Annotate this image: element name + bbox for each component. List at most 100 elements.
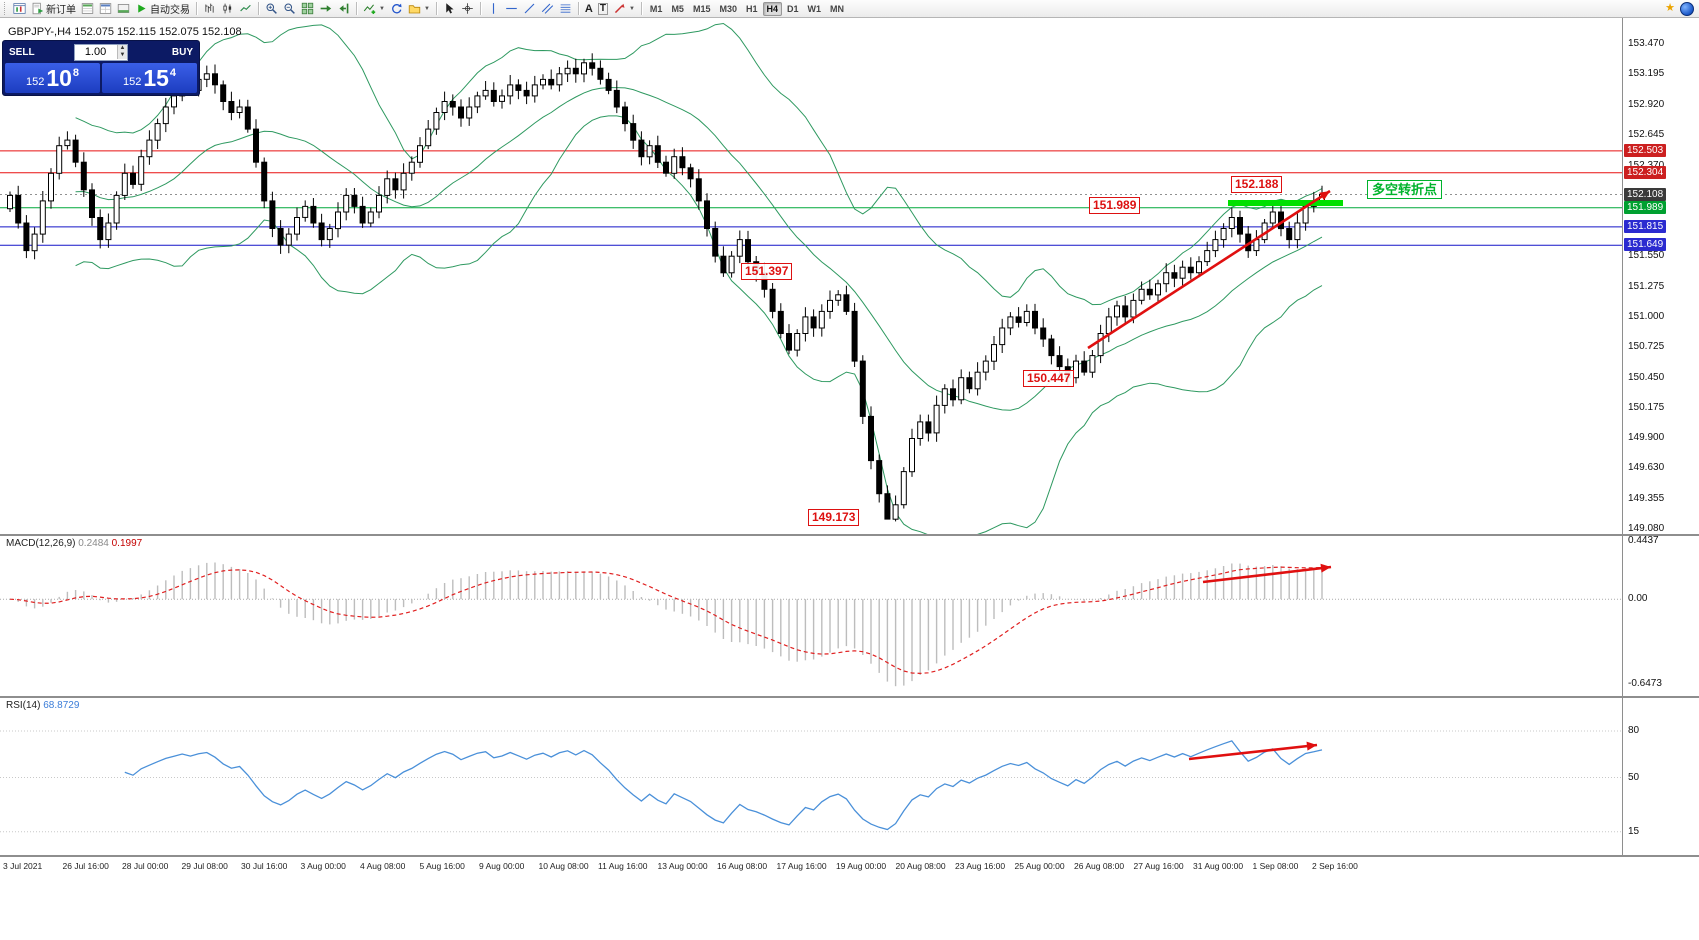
price-scale-label: 149.900 <box>1628 432 1665 443</box>
time-axis-label: 10 Aug 08:00 <box>538 861 589 871</box>
tile-windows-button[interactable] <box>299 1 316 17</box>
refresh-button[interactable] <box>388 1 405 17</box>
sell-price-pips: 10 <box>46 65 72 91</box>
templates-folder-icon <box>408 5 421 14</box>
text-tool-button[interactable]: A <box>583 1 595 17</box>
horizontal-line-tool-button[interactable] <box>503 1 520 17</box>
rsi-scale-label: 15 <box>1628 826 1640 837</box>
zoom-out-button[interactable] <box>281 1 298 17</box>
price-scale-badge: 152.304 <box>1624 166 1667 179</box>
price-annotation[interactable]: 152.188 <box>1231 176 1283 193</box>
text-tool-icon: A <box>584 2 593 15</box>
timeframe-H1[interactable]: H1 <box>745 3 758 14</box>
trendline-tool-button[interactable] <box>521 1 538 17</box>
auto-scroll-button[interactable] <box>317 1 334 17</box>
equidistant-channel-icon <box>541 3 554 14</box>
cursor-button[interactable] <box>441 1 458 17</box>
price-annotation[interactable]: 151.397 <box>741 263 793 280</box>
rsi-indicator-canvas[interactable] <box>0 697 1622 855</box>
price-annotation[interactable]: 151.989 <box>1089 197 1141 214</box>
time-axis-label: 25 Aug 00:00 <box>1014 861 1065 871</box>
candlestick-mode-button[interactable] <box>219 1 236 17</box>
price-scale-label: 152.370 <box>1628 160 1664 171</box>
vertical-line-tool-button[interactable] <box>485 1 502 17</box>
time-axis-label: 9 Aug 00:00 <box>479 861 525 871</box>
timeframe-M5[interactable]: M5 <box>671 3 684 14</box>
bar-chart-mode-button[interactable] <box>201 1 218 17</box>
line-chart-mode-button[interactable] <box>237 1 254 17</box>
channel-tool-button[interactable] <box>539 1 556 17</box>
timeframe-MN[interactable]: MN <box>830 3 845 14</box>
arrows-dropdown-caret[interactable]: ▼ <box>628 5 635 12</box>
toolbar-separator <box>258 2 259 15</box>
chart-area: GBPJPY-,H4 152.075 152.115 152.075 152.1… <box>0 18 1699 940</box>
panel-separator[interactable] <box>0 534 1699 536</box>
timeframe-H4[interactable]: H4 <box>762 1 783 16</box>
label-tool-button[interactable]: T <box>596 1 610 17</box>
macd-name: MACD(12,26,9) <box>6 538 76 549</box>
fibonacci-tool-button[interactable] <box>557 1 574 17</box>
macd-scale-label: 0.00 <box>1628 593 1648 604</box>
chart-shift-button[interactable] <box>335 1 352 17</box>
macd-indicator-canvas[interactable] <box>0 535 1622 697</box>
time-axis-label: 28 Jul 00:00 <box>122 861 169 871</box>
new-order-button[interactable]: 新订单 <box>29 1 78 17</box>
price-scale[interactable]: 153.470 153.195 152.920 152.645 152.370 151.5… <box>1623 18 1699 878</box>
price-annotation[interactable]: 150.447 <box>1023 370 1075 387</box>
mql5-sphere-icon <box>1680 1 1694 16</box>
terminal-button[interactable] <box>115 1 132 17</box>
price-scale-badge: 151.989 <box>1624 201 1667 214</box>
price-scale-label: 150.725 <box>1628 341 1665 352</box>
turning-point-note[interactable]: 多空转折点 <box>1367 180 1443 199</box>
volume-down-button[interactable]: ▼ <box>116 52 128 59</box>
time-axis-label: 3 Jul 2021 <box>3 861 43 871</box>
buy-price-button[interactable]: 152 15 4 <box>102 63 197 93</box>
time-axis[interactable]: 3 Jul 2021 26 Jul 16:00 28 Jul 00:00 29 Jul… <box>0 857 1622 877</box>
community-button[interactable] <box>1678 1 1696 17</box>
price-scale-label: 153.470 <box>1628 38 1665 49</box>
timeframe-M1[interactable]: M1 <box>649 3 663 14</box>
time-axis-label: 16 Aug 08:00 <box>717 861 768 871</box>
volume-stepper[interactable]: ▲ ▼ <box>73 43 129 61</box>
timeframe-M30[interactable]: M30 <box>719 3 737 14</box>
volume-input[interactable] <box>74 46 117 58</box>
toolbar-separator <box>435 2 437 15</box>
indicators-button[interactable]: ▼ <box>361 1 387 17</box>
time-axis-label: 3 Aug 00:00 <box>300 861 346 871</box>
market-watch-button[interactable] <box>79 1 96 17</box>
price-scale-label: 151.275 <box>1628 281 1665 292</box>
crosshair-button[interactable] <box>459 1 476 17</box>
rsi-name: RSI(14) <box>6 700 41 711</box>
price-annotation[interactable]: 149.173 <box>808 509 860 526</box>
main-toolbar: 新订单 自动交易 <box>0 0 1699 18</box>
time-axis-label: 17 Aug 16:00 <box>776 861 827 871</box>
line-chart-icon <box>240 4 251 12</box>
price-scale-label: 149.355 <box>1628 493 1665 504</box>
sell-price-point: 8 <box>72 67 80 79</box>
templates-dropdown-caret[interactable]: ▼ <box>423 5 430 12</box>
zoom-out-icon <box>284 3 295 14</box>
timeframe-D1[interactable]: D1 <box>787 3 799 14</box>
price-scale-label: 150.450 <box>1628 372 1665 383</box>
buy-price-pips: 15 <box>143 65 169 91</box>
favorites-button[interactable]: ★ <box>1663 1 1677 17</box>
sell-price-button[interactable]: 152 10 8 <box>5 63 100 93</box>
zoom-in-button[interactable] <box>263 1 280 17</box>
volume-up-button[interactable]: ▲ <box>116 45 128 52</box>
indicators-dropdown-caret[interactable]: ▼ <box>379 5 385 12</box>
rsi-scale-label: 50 <box>1628 772 1640 783</box>
data-window-button[interactable] <box>97 1 114 17</box>
new-chart-button[interactable] <box>11 1 28 17</box>
arrows-tool-button[interactable]: ▼ <box>611 1 637 17</box>
time-axis-label: 26 Aug 08:00 <box>1074 861 1125 871</box>
arrows-tool-icon <box>614 3 625 14</box>
auto-trading-button[interactable]: 自动交易 <box>133 1 192 17</box>
timeframe-toolbar: M1 M5 M15 M30 H1 H4 D1 W1 MN <box>646 1 848 16</box>
templates-button[interactable]: ▼ <box>406 1 432 17</box>
panel-separator <box>0 855 1699 857</box>
timeframe-W1[interactable]: W1 <box>807 3 822 14</box>
price-chart-canvas[interactable] <box>0 18 1622 535</box>
timeframe-M15[interactable]: M15 <box>692 3 711 14</box>
panel-separator[interactable] <box>0 696 1699 698</box>
time-axis-label: 2 Sep 16:00 <box>1312 861 1358 871</box>
